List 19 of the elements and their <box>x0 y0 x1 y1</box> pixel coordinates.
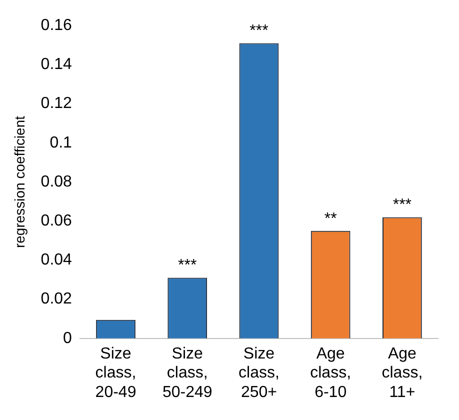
y-tick-label: 0.14 <box>40 56 72 74</box>
annotation: *** <box>392 196 412 214</box>
y-tick-label: 0.12 <box>40 95 72 112</box>
x-tick-label: Size class, 20-49 <box>95 345 136 401</box>
y-tick-label: 0.02 <box>40 290 72 308</box>
annotation: *** <box>178 257 197 274</box>
x-tick-label: Size class, 50-249 <box>162 345 212 401</box>
x-tick-label: Age class, 6-10 <box>310 345 352 401</box>
y-tick-label: 0.06 <box>40 212 72 230</box>
annotation: ** <box>324 210 337 228</box>
x-tick-label: Age class, 11+ <box>382 345 423 401</box>
annotation: *** <box>250 22 268 40</box>
y-tick-label: 0 <box>63 330 72 347</box>
y-axis-title: regression coefficient <box>11 116 28 248</box>
y-tick-label: 0.08 <box>40 173 72 190</box>
y-tick-label: 0.16 <box>40 17 72 34</box>
x-tick-label: Size class, 250+ <box>238 345 280 401</box>
y-tick-label: 0.1 <box>50 134 72 152</box>
y-tick-label: 0.04 <box>40 252 72 269</box>
